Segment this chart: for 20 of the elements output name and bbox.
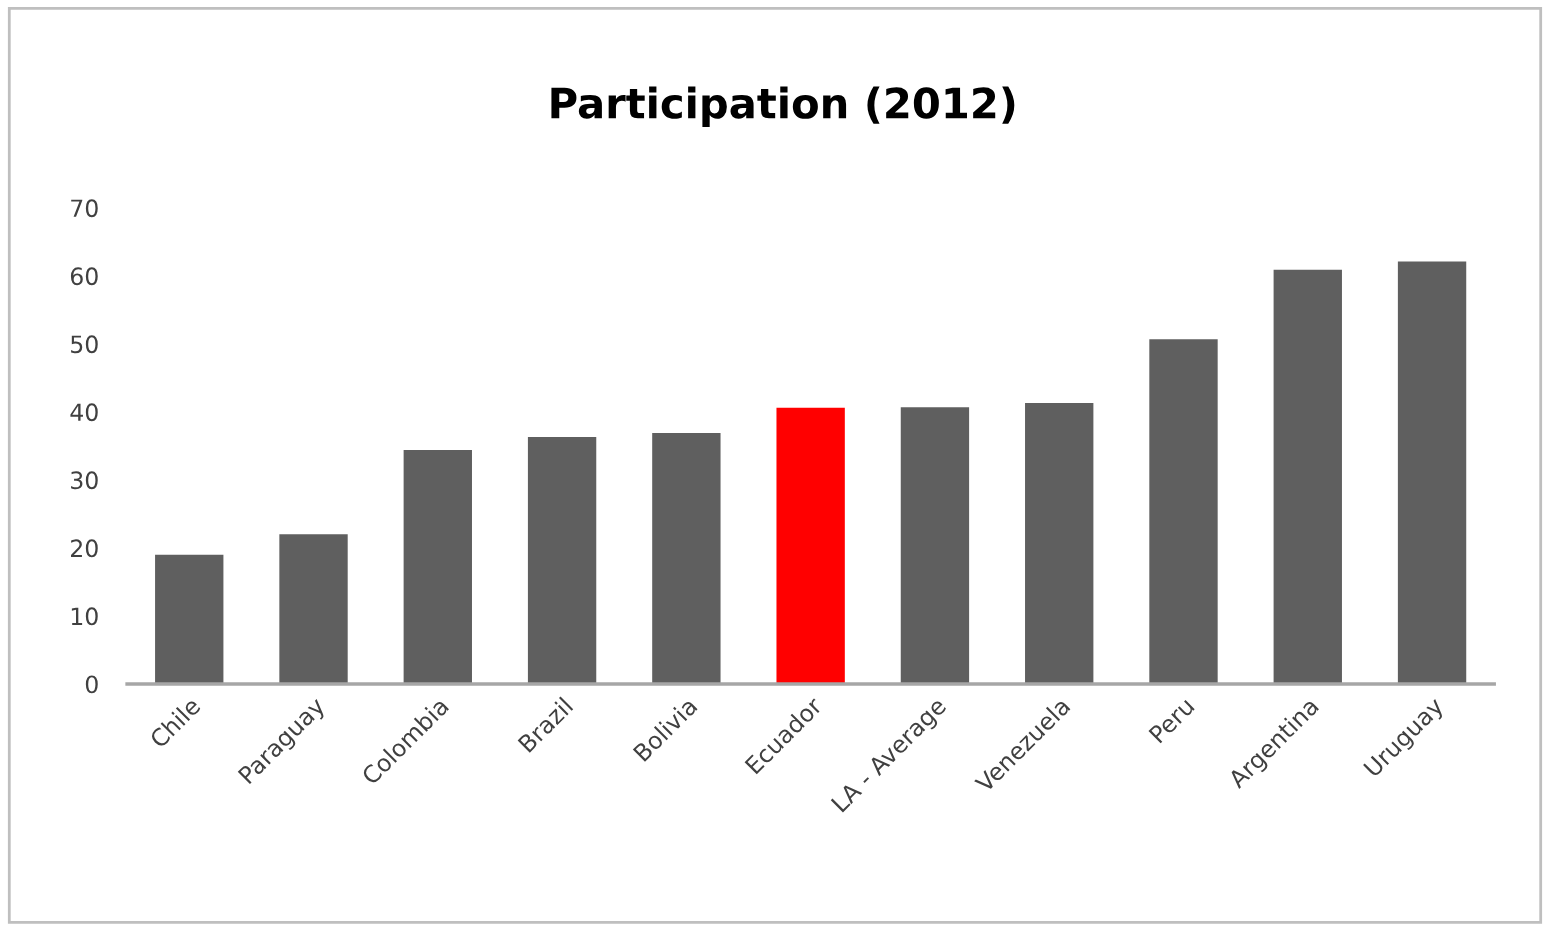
bar — [1273, 269, 1342, 684]
bar — [900, 407, 970, 684]
bar — [279, 534, 348, 684]
chart-title: Participation (2012) — [551, 86, 1015, 127]
bar — [155, 554, 224, 684]
y-tick-label: 30 — [71, 471, 98, 490]
y-tick-label: 40 — [70, 403, 98, 422]
bar — [1149, 339, 1218, 684]
y-tick-label: 20 — [71, 539, 98, 558]
bar — [652, 432, 721, 684]
bar — [403, 449, 472, 684]
y-tick-label: 10 — [71, 607, 98, 626]
bar — [1025, 403, 1094, 684]
bar — [776, 407, 845, 684]
y-tick-label: 0 — [85, 675, 98, 694]
y-tick-label: 60 — [70, 267, 98, 286]
y-tick-label: 50 — [71, 335, 98, 354]
bar — [527, 437, 597, 684]
bar — [1397, 261, 1467, 684]
y-tick-label: 70 — [71, 199, 98, 218]
